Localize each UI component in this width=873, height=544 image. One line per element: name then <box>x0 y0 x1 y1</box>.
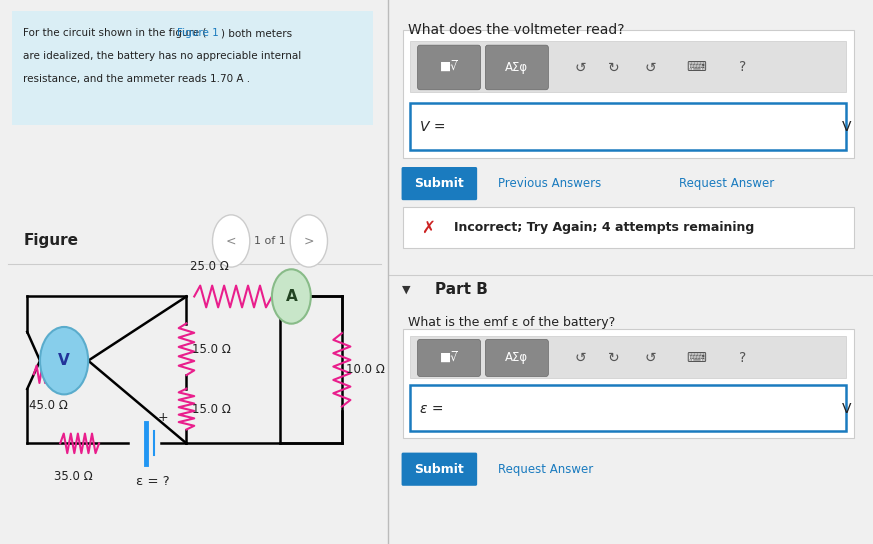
Text: V: V <box>58 353 70 368</box>
Text: 35.0 Ω: 35.0 Ω <box>54 469 93 483</box>
Text: ?: ? <box>739 60 746 75</box>
FancyBboxPatch shape <box>402 167 478 200</box>
Text: Request Answer: Request Answer <box>679 177 774 190</box>
Text: V =: V = <box>420 120 445 134</box>
Text: >: > <box>304 234 314 248</box>
Text: Previous Answers: Previous Answers <box>498 177 601 190</box>
Text: ✗: ✗ <box>422 218 436 237</box>
FancyBboxPatch shape <box>403 207 854 248</box>
Text: What is the emf ε of the battery?: What is the emf ε of the battery? <box>408 316 615 329</box>
FancyBboxPatch shape <box>485 339 548 376</box>
Text: AΣφ: AΣφ <box>505 61 528 74</box>
Text: V: V <box>842 401 851 416</box>
FancyBboxPatch shape <box>417 339 480 376</box>
FancyBboxPatch shape <box>485 45 548 90</box>
Text: AΣφ: AΣφ <box>505 351 528 364</box>
Text: Figure 1: Figure 1 <box>176 28 218 38</box>
Text: Submit: Submit <box>415 177 464 190</box>
FancyBboxPatch shape <box>410 103 846 150</box>
Text: ⌨: ⌨ <box>686 351 706 365</box>
Text: +: + <box>157 411 168 424</box>
Text: are idealized, the battery has no appreciable internal: are idealized, the battery has no apprec… <box>24 51 301 61</box>
Circle shape <box>272 269 311 324</box>
FancyBboxPatch shape <box>403 30 854 158</box>
Text: Submit: Submit <box>415 463 464 476</box>
Text: A: A <box>285 289 297 304</box>
Text: For the circuit shown in the figure (: For the circuit shown in the figure ( <box>24 28 207 38</box>
Circle shape <box>40 327 88 394</box>
Text: ↺: ↺ <box>574 60 586 75</box>
Text: V: V <box>842 120 851 134</box>
Text: 15.0 Ω: 15.0 Ω <box>192 403 231 416</box>
Text: Request Answer: Request Answer <box>498 463 593 476</box>
Text: 1 of 1: 1 of 1 <box>254 236 285 246</box>
FancyBboxPatch shape <box>402 453 478 486</box>
Text: ?: ? <box>739 351 746 365</box>
Text: ⌨: ⌨ <box>686 60 706 75</box>
Text: 45.0 Ω: 45.0 Ω <box>29 399 68 412</box>
Text: Part B: Part B <box>435 282 487 298</box>
Circle shape <box>290 215 327 267</box>
Text: 10.0 Ω: 10.0 Ω <box>346 363 385 376</box>
Text: ↻: ↻ <box>608 60 620 75</box>
Circle shape <box>212 215 250 267</box>
Text: ↺: ↺ <box>644 60 656 75</box>
Text: 15.0 Ω: 15.0 Ω <box>192 343 231 356</box>
Text: ■√̅: ■√̅ <box>440 351 458 364</box>
FancyBboxPatch shape <box>11 11 373 125</box>
FancyBboxPatch shape <box>417 45 480 90</box>
Text: Incorrect; Try Again; 4 attempts remaining: Incorrect; Try Again; 4 attempts remaini… <box>454 221 754 234</box>
Text: ) both meters: ) both meters <box>221 28 292 38</box>
Text: <: < <box>226 234 237 248</box>
Text: ↺: ↺ <box>574 351 586 365</box>
Text: ■√̅: ■√̅ <box>440 61 458 74</box>
FancyBboxPatch shape <box>410 336 846 378</box>
Text: ▼: ▼ <box>402 285 410 295</box>
FancyBboxPatch shape <box>410 41 846 92</box>
Text: resistance, and the ammeter reads 1.70 Ȧ .: resistance, and the ammeter reads 1.70 A… <box>24 74 251 84</box>
Text: 25.0 Ω: 25.0 Ω <box>190 260 230 273</box>
Text: ε = ?: ε = ? <box>136 475 169 488</box>
Text: What does the voltmeter read?: What does the voltmeter read? <box>408 23 624 37</box>
Text: Figure: Figure <box>24 233 79 249</box>
Text: ↺: ↺ <box>644 351 656 365</box>
FancyBboxPatch shape <box>403 329 854 438</box>
FancyBboxPatch shape <box>410 385 846 431</box>
Text: ↻: ↻ <box>608 351 620 365</box>
Text: ε =: ε = <box>420 401 443 416</box>
